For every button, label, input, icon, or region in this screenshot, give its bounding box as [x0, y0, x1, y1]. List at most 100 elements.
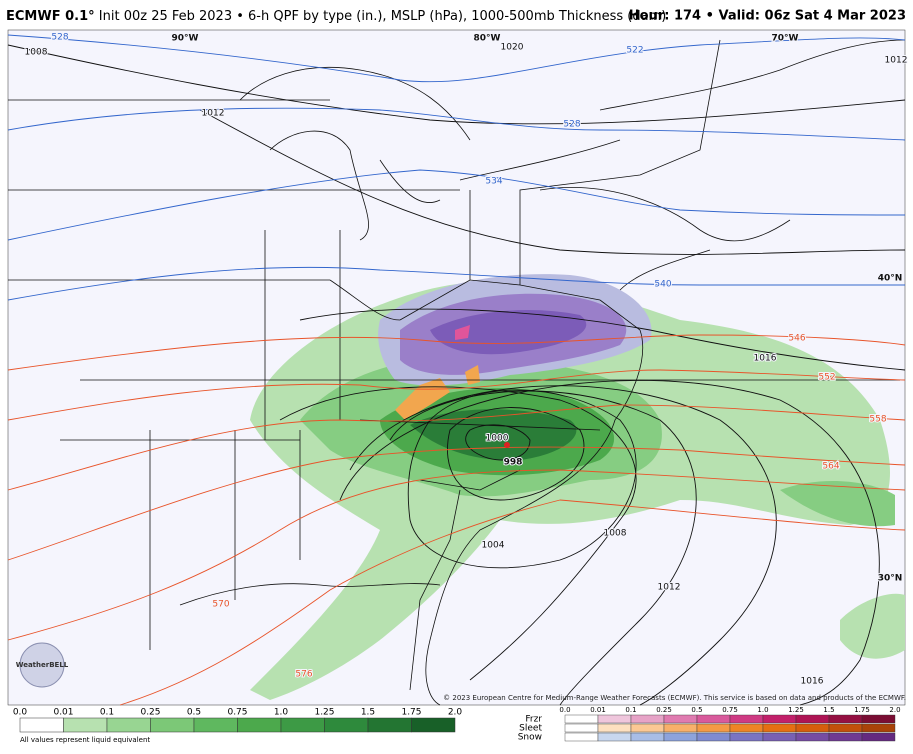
legend-swatch — [729, 732, 764, 742]
thickness-label: 522 — [626, 46, 643, 56]
thickness-label: 528 — [563, 120, 580, 130]
legend-swatch — [630, 714, 665, 724]
legend-tick-label: 2.0 — [889, 706, 900, 714]
legend-tick-label: 0.01 — [53, 708, 73, 718]
legend-swatch — [861, 723, 896, 733]
legend-swatch — [828, 723, 863, 733]
legend-swatch — [597, 714, 632, 724]
valid-time: Hour: 174 • Valid: 06z Sat 4 Mar 2023 — [629, 9, 906, 24]
legend-swatch — [828, 714, 863, 724]
legend-tick-label: 0.75 — [227, 708, 247, 718]
thickness-label: 534 — [485, 177, 502, 187]
legend-tick-label: 0.75 — [722, 706, 738, 714]
legend-row-label: Sleet — [519, 724, 542, 734]
legend-swatch — [150, 717, 195, 733]
legend-tick-label: 0.01 — [590, 706, 606, 714]
legend-swatch — [795, 714, 830, 724]
legend-swatch — [63, 717, 108, 733]
longitude-label: 90°W — [172, 34, 199, 44]
legend-swatch — [663, 714, 698, 724]
title: Init 00z 25 Feb 2023 • 6-h QPF by type (… — [99, 9, 667, 24]
logo-text: WeatherBELL — [16, 661, 69, 669]
legend-swatch — [237, 717, 282, 733]
legend-swatch — [597, 723, 632, 733]
legend-tick-label: 1.5 — [823, 706, 834, 714]
legend-swatch — [367, 717, 412, 733]
legend-tick-label: 0.5 — [691, 706, 702, 714]
isobar-label: 1004 — [482, 541, 505, 551]
legend-tick-label: 1.25 — [788, 706, 804, 714]
legend-swatch — [324, 717, 369, 733]
legend-swatch — [795, 723, 830, 733]
thickness-label: 570 — [212, 600, 229, 610]
legend-tick-label: 0.25 — [140, 708, 160, 718]
legend-tick-label: 1.75 — [401, 708, 421, 718]
legend-tick-label: 1.5 — [361, 708, 375, 718]
legend-swatch — [729, 723, 764, 733]
legend-swatch — [193, 717, 238, 733]
legend-swatch — [762, 723, 797, 733]
legend-tick-label: 2.0 — [448, 708, 463, 718]
legend-tick-label: 0.25 — [656, 706, 672, 714]
thickness-label: 528 — [51, 33, 68, 43]
legend-swatch — [663, 732, 698, 742]
legend-tick-label: 1.25 — [314, 708, 334, 718]
isobar-label: 1012 — [885, 56, 908, 66]
legend-swatch — [696, 723, 731, 733]
thickness-label: 540 — [654, 280, 671, 290]
latitude-label: 40°N — [878, 274, 903, 284]
legend-swatch — [762, 714, 797, 724]
longitude-label: 80°W — [474, 34, 501, 44]
legend-swatch — [280, 717, 325, 733]
thickness-label: 558 — [869, 415, 886, 425]
thickness-label: 576 — [295, 670, 312, 680]
legend-swatch — [795, 732, 830, 742]
legend-swatch — [19, 717, 64, 733]
legend-row-label: Snow — [518, 733, 542, 743]
model-name: ECMWF 0.1° — [6, 9, 95, 24]
credit: © 2023 European Centre for Medium-Range … — [443, 694, 906, 702]
legend-swatch — [696, 732, 731, 742]
thickness-label: 564 — [822, 462, 839, 472]
map — [7, 29, 906, 706]
legend-swatch — [564, 714, 599, 724]
isobar-label: 1012 — [658, 583, 681, 593]
legend-tick-label: 1.75 — [854, 706, 870, 714]
legend-tick-label: 0.1 — [625, 706, 636, 714]
legend-swatch — [411, 717, 456, 733]
legend-tick-label: 0.0 — [559, 706, 570, 714]
isobar-label: 1008 — [25, 48, 48, 58]
isobar-label: 1008 — [604, 529, 627, 539]
legend-tick-label: 1.0 — [274, 708, 289, 718]
legend-swatch — [696, 714, 731, 724]
legend-swatch — [861, 714, 896, 724]
isobar-label: 1012 — [202, 109, 225, 119]
legend-swatch — [861, 732, 896, 742]
legend-swatch — [564, 732, 599, 742]
legend-note: All values represent liquid equivalent — [20, 736, 150, 744]
legend-swatch — [729, 714, 764, 724]
isobar-label: 1000 — [486, 434, 509, 444]
logo: WeatherBELL — [16, 642, 69, 688]
legend-swatch — [564, 723, 599, 733]
thickness-label: 546 — [788, 334, 805, 344]
low-pressure-label: 998 — [504, 458, 523, 468]
legend-swatch — [762, 732, 797, 742]
latitude-label: 30°N — [878, 574, 903, 584]
legend-tick-label: 0.0 — [13, 708, 28, 718]
legend-swatch — [828, 732, 863, 742]
isobar-label: 1016 — [754, 354, 777, 364]
legend-swatch — [663, 723, 698, 733]
legend-swatch — [597, 732, 632, 742]
legend-swatch — [630, 732, 665, 742]
isobar-label: 1020 — [501, 43, 524, 53]
legend-tick-label: 1.0 — [757, 706, 768, 714]
longitude-label: 70°W — [772, 34, 799, 44]
header-title: ECMWF 0.1° Init 00z 25 Feb 2023 • 6-h QP… — [6, 9, 666, 24]
isobar-label: 1016 — [801, 677, 824, 687]
legend-swatch — [106, 717, 151, 733]
legend-swatch — [630, 723, 665, 733]
thickness-label: 552 — [818, 373, 835, 383]
legend-tick-label: 0.5 — [187, 708, 201, 718]
